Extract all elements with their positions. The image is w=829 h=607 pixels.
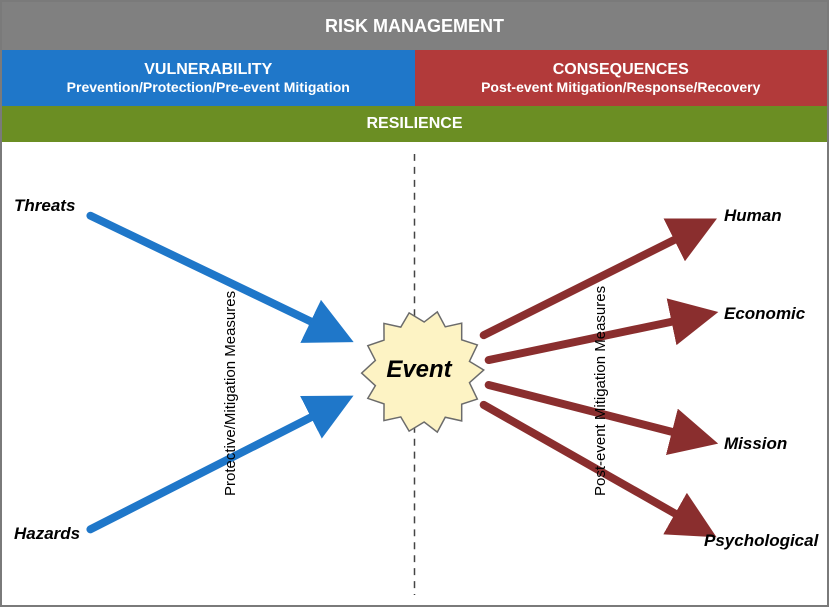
title-risk-management: RISK MANAGEMENT [325,16,504,37]
label-psychological: Psychological [704,531,818,551]
label-human: Human [724,206,782,226]
resilience-label: RESILIENCE [366,115,462,133]
vlabel-protective: Protective/Mitigation Measures [222,291,239,496]
banner-risk-management: RISK MANAGEMENT [2,2,827,50]
vulnerability-title: VULNERABILITY [144,61,272,79]
diagram-svg [4,146,825,603]
consequences-title: CONSEQUENCES [553,61,689,79]
label-hazards: Hazards [14,524,80,544]
diagram-area: Threats Hazards Human Economic Mission P… [4,146,825,603]
banner-vulnerability: VULNERABILITY Prevention/Protection/Pre-… [2,50,415,106]
banner-row: VULNERABILITY Prevention/Protection/Pre-… [2,50,827,106]
risk-diagram-frame: RISK MANAGEMENT VULNERABILITY Prevention… [0,0,829,607]
banner-consequences: CONSEQUENCES Post-event Mitigation/Respo… [415,50,828,106]
label-threats: Threats [14,196,75,216]
label-mission: Mission [724,434,787,454]
vulnerability-subtitle: Prevention/Protection/Pre-event Mitigati… [67,79,350,95]
label-economic: Economic [724,304,805,324]
vlabel-postevent: Post-event Mitigation Measures [592,286,609,496]
consequences-subtitle: Post-event Mitigation/Response/Recovery [481,79,760,95]
banner-resilience: RESILIENCE [2,106,827,142]
